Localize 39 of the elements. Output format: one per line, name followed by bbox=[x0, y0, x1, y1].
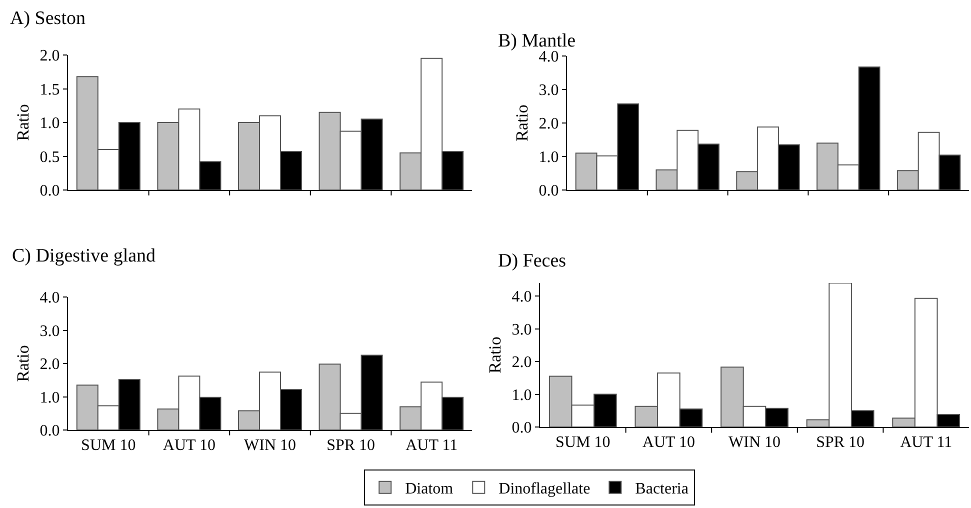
chart-title: D) Feces bbox=[498, 250, 566, 272]
y-tick-label: 0.0 bbox=[538, 182, 559, 200]
y-tick-label: 1.0 bbox=[512, 386, 532, 404]
y-tick-label: 3.0 bbox=[512, 321, 532, 338]
y-tick-label: 1.5 bbox=[40, 81, 60, 98]
y-tick-label: 1.0 bbox=[40, 389, 60, 406]
legend-label: Dinoflagellate bbox=[498, 480, 590, 498]
x-tick-label: SUM 10 bbox=[81, 437, 136, 454]
y-axis-title: Ratio bbox=[485, 336, 504, 374]
chart-title: C) Digestive gland bbox=[12, 245, 156, 266]
y-tick-label: 2.0 bbox=[538, 116, 559, 133]
y-tick-label: 3.0 bbox=[538, 82, 559, 100]
y-tick-label: 2.0 bbox=[40, 48, 60, 65]
x-tick-label: WIN 10 bbox=[728, 434, 780, 452]
legend-label: Diatom bbox=[405, 480, 454, 498]
y-axis-title: Ratio bbox=[13, 104, 32, 141]
x-tick-label: AUT 10 bbox=[642, 434, 695, 452]
y-tick-label: 0.0 bbox=[40, 182, 60, 200]
x-tick-label: WIN 10 bbox=[244, 437, 296, 454]
x-tick-label: SPR 10 bbox=[326, 437, 376, 454]
x-tick-label: SUM 10 bbox=[556, 434, 610, 452]
x-tick-label: AUT 11 bbox=[406, 437, 458, 454]
y-tick-label: 0.0 bbox=[512, 420, 532, 437]
y-tick-label: 2.0 bbox=[512, 354, 532, 372]
y-tick-label: 4.0 bbox=[512, 288, 532, 306]
x-tick-label: AUT 11 bbox=[900, 434, 952, 452]
y-axis-title: Ratio bbox=[512, 104, 532, 142]
y-tick-label: 2.0 bbox=[40, 356, 60, 374]
chart-title: A) Seston bbox=[10, 8, 86, 29]
y-tick-label: 3.0 bbox=[40, 322, 60, 340]
y-tick-label: 4.0 bbox=[40, 290, 60, 307]
legend-label: Bacteria bbox=[635, 480, 688, 498]
y-tick-label: 0.5 bbox=[40, 148, 60, 166]
y-tick-label: 1.0 bbox=[40, 115, 60, 132]
y-axis-title: Ratio bbox=[13, 345, 32, 382]
y-tick-label: 1.0 bbox=[538, 149, 559, 166]
x-tick-label: AUT 10 bbox=[162, 437, 216, 454]
x-tick-label: SPR 10 bbox=[816, 434, 865, 452]
y-tick-label: 0.0 bbox=[40, 422, 60, 440]
